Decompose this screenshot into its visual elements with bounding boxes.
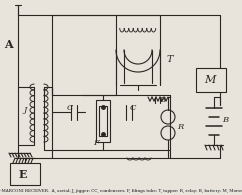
Text: A: A [4, 40, 12, 51]
Bar [96, 100, 110, 142]
Text: E: E [19, 169, 27, 181]
Text: B: B [159, 96, 165, 104]
Text: R: R [177, 123, 183, 131]
Bar [52, 95, 170, 150]
Bar [196, 68, 226, 92]
Text: B: B [222, 116, 228, 124]
Text: F: F [93, 139, 99, 147]
Text: J: J [23, 106, 27, 114]
Text: M: M [204, 75, 216, 85]
Text: T: T [167, 56, 173, 65]
Bar [99, 106, 107, 136]
Text: C: C [67, 104, 73, 112]
Text: C: C [130, 104, 136, 112]
Bar [10, 163, 40, 185]
Text: FIG. 20.--MARCONI RECEIVER.  A, aerial; J, jigger; CC, condensers; F, filings tu: FIG. 20.--MARCONI RECEIVER. A, aerial; J… [0, 189, 242, 193]
